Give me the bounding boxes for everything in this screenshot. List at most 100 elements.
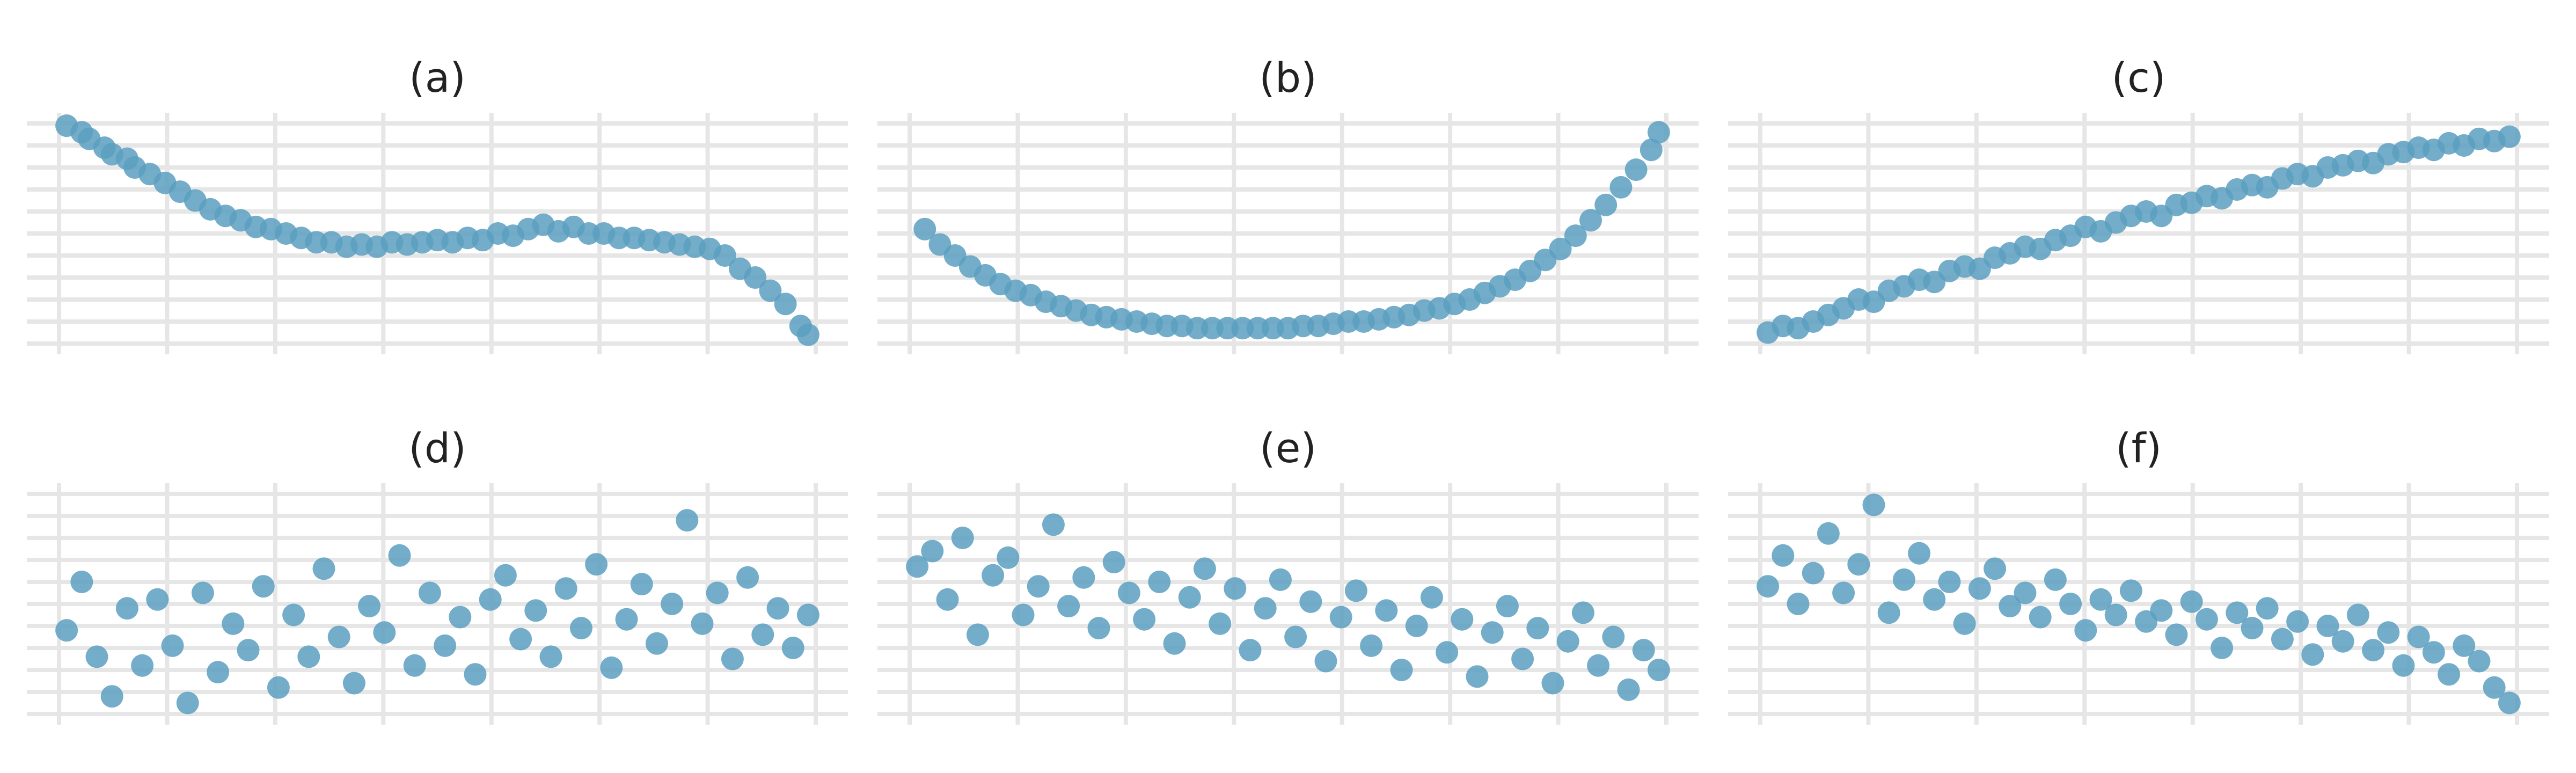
data-point [1390,659,1413,681]
data-point [449,606,472,629]
panel-f: (f) [1728,370,2549,725]
data-point [766,597,789,620]
data-point [1224,577,1247,600]
data-point [721,647,744,670]
data-point [85,645,108,668]
data-point [2422,641,2445,664]
data-point [2104,603,2127,626]
data-point [736,566,759,589]
data-point [282,603,305,626]
data-point [645,632,668,655]
data-points [913,121,1670,340]
data-point [600,656,623,679]
data-point [358,595,381,618]
data-point [2014,581,2037,604]
data-point [539,645,562,668]
data-point [1624,158,1648,181]
data-point [796,323,819,346]
scatter-plot-d [27,483,848,725]
data-point [2483,676,2506,699]
data-point [2089,588,2112,611]
data-point [1436,641,1459,664]
data-point [403,654,426,677]
data-point [1314,650,1337,673]
data-point [713,244,736,267]
data-point [1953,612,1976,635]
data-point [1892,568,1915,591]
data-point [1239,639,1262,662]
data-point [630,573,653,596]
data-point [1254,597,1277,620]
data-point [2074,619,2097,642]
data-point [509,628,532,651]
scatter-plot-c [1728,113,2549,354]
data-point [1999,595,2022,618]
data-point [1344,579,1367,602]
data-point [479,588,502,611]
data-point [1193,557,1216,580]
data-point [1541,672,1564,695]
panel-title: (d) [408,424,466,472]
data-point [1564,224,1587,247]
data-point [1451,608,1474,631]
data-point [913,217,936,240]
panel-title: (c) [2111,54,2166,101]
data-point [1787,593,1810,615]
data-point [706,581,729,604]
data-point [1072,566,1095,589]
data-point [2119,579,2142,602]
panel-title: (b) [1259,54,1317,101]
data-point [796,603,819,626]
data-point [1496,595,1519,618]
data-point [222,612,245,635]
data-point [1968,577,1991,600]
data-point [615,608,638,631]
data-point [921,539,944,563]
data-point [342,672,365,695]
panel-title: (f) [2115,424,2162,472]
data-point [1209,612,1232,635]
data-point [1269,568,1292,591]
data-point [1087,617,1110,640]
data-point [2438,663,2461,686]
data-point [1617,678,1640,701]
data-point [146,588,169,611]
gridlines [1728,483,2549,725]
data-point [2211,637,2234,659]
data-point [418,581,441,604]
data-point [2271,628,2294,651]
data-point [1556,630,1579,653]
data-point [1360,634,1383,657]
data-point [2498,691,2521,714]
panel-a: (a) [27,0,848,354]
data-point [373,621,396,644]
data-point [494,564,517,587]
data-point [1027,575,1050,598]
data-point [1133,608,1156,631]
data-point [1405,615,1428,637]
data-point [464,663,487,686]
data-point [388,544,411,567]
data-point [1375,599,1398,622]
data-point [1163,632,1186,655]
data-point [1802,561,1825,585]
scatter-plot-e [877,483,1699,725]
data-point [1481,621,1504,644]
data-point [1908,542,1931,565]
data-points [55,114,819,346]
panel-title: (e) [1259,424,1317,472]
panel-b: (b) [877,0,1699,354]
data-point [1640,138,1663,162]
data-point [936,588,959,611]
data-point [997,546,1020,569]
data-point [966,623,989,646]
data-point [2256,597,2279,620]
scatter-plot-b [877,113,1699,354]
data-point [1299,590,1322,613]
data-point [2301,643,2324,666]
data-point [1862,493,1885,516]
data-point [115,597,138,620]
data-point [131,654,154,677]
data-point [774,293,797,316]
